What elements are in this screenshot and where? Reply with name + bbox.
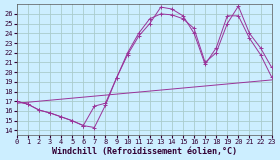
X-axis label: Windchill (Refroidissement éolien,°C): Windchill (Refroidissement éolien,°C) bbox=[52, 147, 237, 156]
